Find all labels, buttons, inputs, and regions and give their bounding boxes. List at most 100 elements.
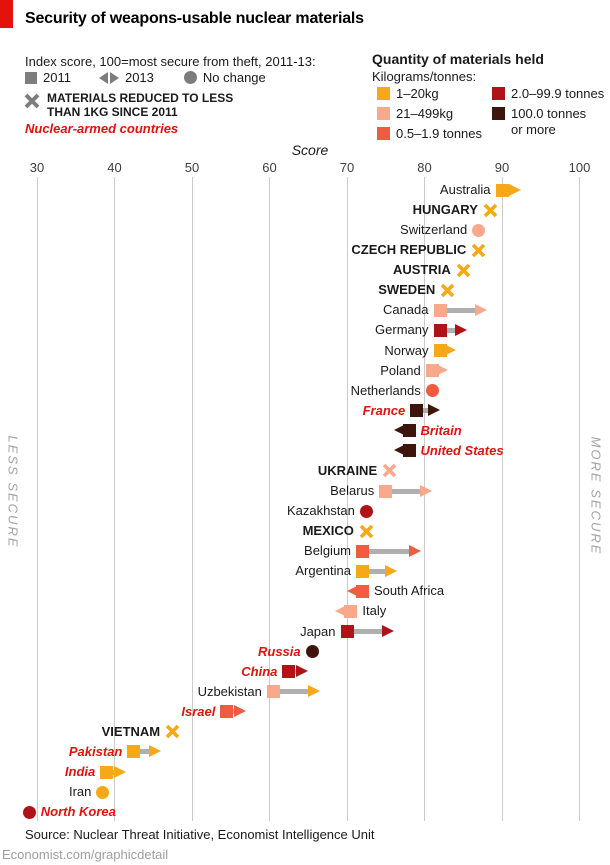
swatch-2-99t	[492, 87, 505, 100]
nuclear-armed-note: Nuclear-armed countries	[25, 121, 179, 136]
country-label: Belarus	[330, 483, 375, 499]
country-label: North Korea	[40, 804, 116, 820]
axis-tick-label: 40	[107, 160, 122, 175]
no-change-circle-marker	[96, 785, 110, 799]
marker-2013-arrowhead	[420, 484, 433, 497]
axis-tick-label: 100	[568, 160, 591, 175]
country-label: Poland	[380, 362, 421, 378]
marker-2011-square	[402, 424, 416, 438]
more-secure-axis-label: MORE SECURE	[588, 436, 604, 556]
gridline	[424, 177, 425, 821]
country-label: Argentina	[295, 563, 351, 579]
country-label: MEXICO	[302, 523, 354, 539]
country-label: India	[64, 764, 96, 780]
marker-2011-square	[340, 625, 354, 639]
no-change-circle-marker	[305, 645, 319, 659]
country-label: Britain	[420, 422, 462, 438]
marker-2011-square	[127, 745, 141, 759]
marker-2011-square	[402, 444, 416, 458]
marker-2011-square	[425, 364, 439, 378]
marker-2013-arrowhead	[381, 625, 394, 638]
marker-2011-square	[356, 564, 369, 578]
marker-2011-square	[433, 323, 447, 337]
country-label: Belgium	[304, 543, 351, 559]
materials-reduced-x-icon	[483, 203, 498, 218]
no-change-circle-marker	[472, 223, 486, 237]
country-label: Israel	[181, 703, 216, 719]
axis-tick-label: 70	[339, 160, 355, 175]
marker-2011-square	[433, 303, 447, 317]
marker-2013-arrowhead	[435, 364, 448, 377]
quantity-legend-title: Quantity of materials held	[372, 51, 544, 67]
country-label: HUNGARY	[412, 202, 478, 218]
marker-2011-square	[379, 484, 393, 498]
marker-2011-square	[433, 344, 447, 358]
site-credit: Economist.com/graphicdetail	[2, 847, 169, 862]
country-label: Iran	[68, 784, 92, 800]
country-label: United States	[420, 442, 504, 458]
marker-2011-square	[410, 404, 424, 418]
marker-2011-square	[282, 665, 296, 679]
legend-2011-square-icon	[25, 71, 37, 84]
no-change-circle-marker	[425, 384, 439, 398]
gridline	[269, 177, 270, 821]
economist-red-tab	[0, 0, 13, 28]
gridline	[191, 177, 193, 821]
x-note-line2: THAN 1KG SINCE 2011	[47, 105, 178, 119]
swatch-1-20kg	[377, 87, 390, 100]
gridline	[579, 177, 580, 821]
materials-reduced-x-icon	[456, 263, 471, 278]
arrow-shaft	[440, 307, 477, 313]
legend-2013-arrows-icon	[98, 71, 119, 84]
quantity-legend-subtitle: Kilograms/tonnes:	[372, 69, 477, 84]
swatch-05-19t	[377, 127, 390, 140]
country-label: Switzerland	[400, 222, 468, 238]
axis-title-score: Score	[291, 142, 329, 158]
country-label: Pakistan	[68, 743, 123, 759]
marker-2013-arrowhead	[455, 323, 468, 336]
materials-reduced-x-icon	[359, 524, 374, 539]
legend-no-change-label: No change	[202, 70, 266, 85]
marker-2013-arrowhead	[509, 183, 522, 196]
x-marker-note: MATERIALS REDUCED TO LESS THAN 1KG SINCE…	[23, 91, 233, 119]
marker-2013-arrowhead	[114, 765, 127, 778]
marker-2013-arrowhead	[408, 544, 421, 557]
country-label: Italy	[362, 603, 387, 619]
x-note-text: MATERIALS REDUCED TO LESS THAN 1KG SINCE…	[47, 91, 233, 119]
marker-2013-arrowhead	[149, 745, 161, 758]
page-title: Security of weapons-usable nuclear mater…	[25, 10, 364, 27]
materials-reduced-x-icon	[471, 243, 486, 258]
arrow-shaft	[347, 629, 384, 635]
country-label: Kazakhstan	[286, 503, 355, 519]
swatch-05-19t-label: 0.5–1.9 tonnes	[396, 126, 483, 141]
series-legend: 2011 2013 No change	[25, 70, 266, 85]
axis-tick-label: 60	[262, 160, 277, 175]
country-label: CZECH REPUBLIC	[351, 242, 467, 258]
gridline	[36, 177, 38, 821]
marker-2011-square	[356, 544, 369, 558]
marker-2011-square	[220, 705, 234, 719]
arrow-shaft	[362, 548, 411, 554]
country-label: Japan	[300, 623, 336, 639]
gridline	[114, 177, 115, 821]
country-label: Norway	[384, 342, 429, 358]
country-label: UKRAINE	[317, 462, 378, 478]
gridline	[501, 177, 503, 821]
marker-2011-square	[495, 183, 509, 197]
swatch-1-20kg-label: 1–20kg	[396, 86, 439, 101]
axis-tick-label: 90	[494, 160, 510, 175]
less-secure-axis-label: LESS SECURE	[5, 435, 21, 549]
country-label: China	[241, 663, 278, 679]
legend-2013-label: 2013	[124, 70, 154, 85]
axis-tick-label: 80	[417, 160, 432, 175]
country-label: Netherlands	[350, 382, 421, 398]
country-label: VIETNAM	[101, 723, 161, 739]
materials-reduced-x-icon	[440, 283, 455, 298]
swatch-21-499kg-label: 21–499kg	[396, 106, 454, 121]
arrow-shaft	[440, 327, 458, 333]
marker-2013-arrowhead	[385, 564, 398, 577]
marker-2013-arrowhead	[474, 303, 487, 316]
country-label: Germany	[375, 322, 429, 338]
marker-2013-arrowhead	[428, 404, 440, 417]
